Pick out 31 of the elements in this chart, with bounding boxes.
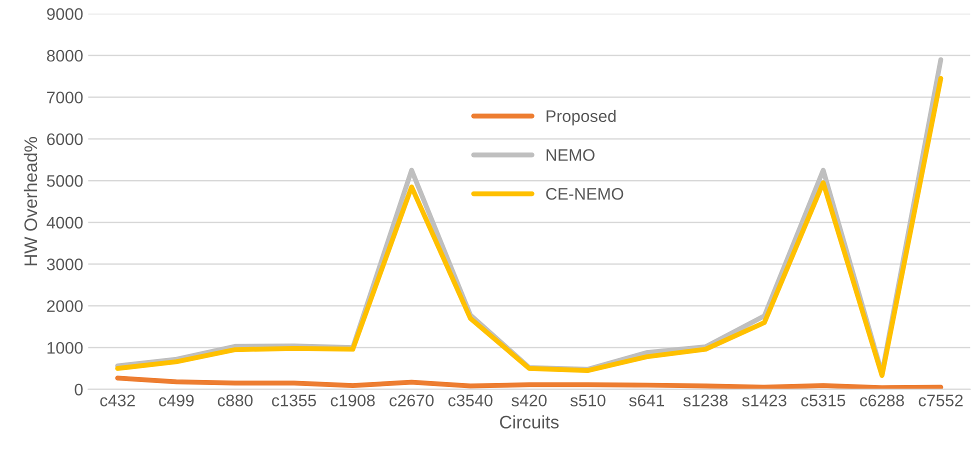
x-tick-label: c1355: [272, 394, 316, 406]
x-tick-label: s641: [629, 394, 664, 406]
y-tick-label: 1000: [48, 342, 83, 354]
x-axis-title: Circuits: [500, 415, 559, 429]
x-tick-label: c432: [100, 394, 135, 406]
x-tick-label: c3540: [448, 394, 492, 406]
x-tick-label: c7552: [918, 394, 963, 406]
legend-label: Proposed: [546, 110, 616, 126]
y-tick-label: 2000: [47, 300, 83, 312]
y-tick-label: 4000: [46, 216, 83, 229]
legend-label: NEMO: [546, 149, 595, 161]
y-tick-label: 8000: [46, 50, 83, 62]
y-axis-title: HW Overhead%: [24, 136, 38, 266]
legend-label: CE-NEMO: [546, 188, 624, 200]
x-tick-label: c5315: [801, 394, 846, 406]
y-tick-label: 0: [74, 384, 83, 396]
x-tick-label: c880: [218, 394, 253, 406]
x-tick-label: s420: [512, 394, 547, 406]
x-tick-label: s1238: [683, 394, 728, 406]
line-series: [115, 376, 944, 390]
x-tick-label: c2670: [390, 394, 434, 406]
y-tick-label: 3000: [46, 258, 83, 270]
y-tick-label: 9000: [47, 8, 83, 20]
y-tick-label: 7000: [47, 92, 83, 104]
y-tick-label: 5000: [46, 175, 83, 187]
y-tick-label: 6000: [47, 133, 83, 146]
x-tick-label: c6288: [860, 394, 904, 406]
x-tick-label: s510: [570, 394, 606, 406]
x-tick-label: s1423: [742, 394, 786, 406]
x-tick-label: c1908: [330, 394, 375, 406]
x-tick-label: c499: [159, 394, 194, 406]
